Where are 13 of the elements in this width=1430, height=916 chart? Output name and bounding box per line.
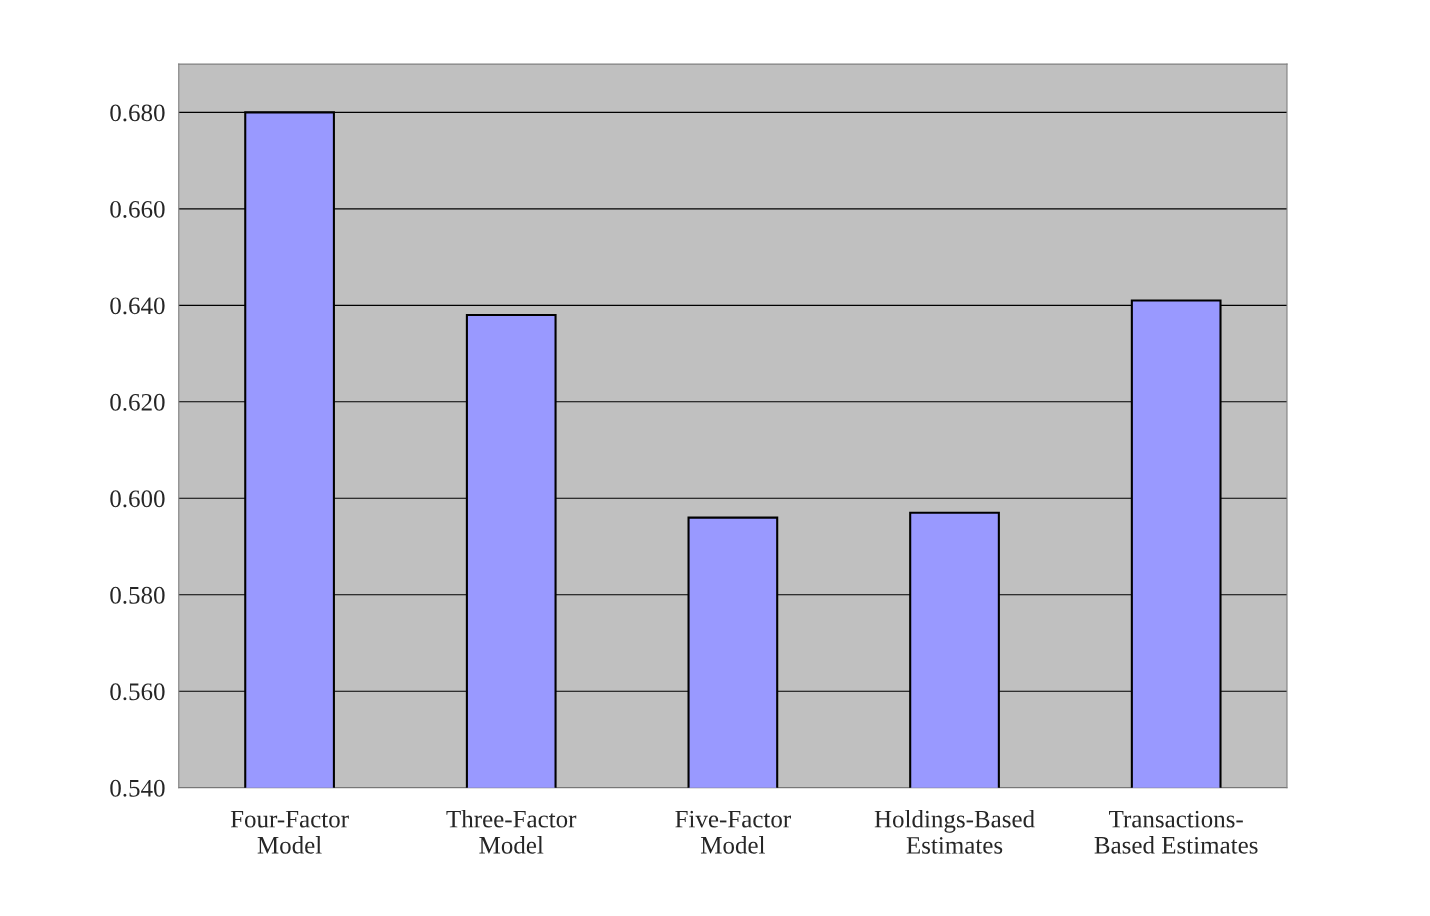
x-tick-label: Five-Factor Model — [675, 810, 791, 854]
y-tick-label: 0.620 — [110, 393, 165, 411]
y-tick-label: 0.640 — [110, 297, 165, 315]
y-tick-label: 0.680 — [110, 104, 165, 122]
y-tick-label: 0.660 — [110, 200, 165, 218]
x-tick-label: Four-Factor Model — [230, 810, 349, 854]
x-tick-label: Transactions- Based Estimates — [1094, 810, 1258, 854]
y-tick-label: 0.560 — [110, 683, 165, 701]
x-tick-label: Three-Factor Model — [446, 809, 577, 854]
y-tick-label: 0.600 — [110, 490, 165, 508]
y-tick-label: 0.580 — [110, 586, 165, 604]
y-tick-label: 0.540 — [110, 779, 165, 797]
x-tick-label: Holdings-Based Estimates — [874, 809, 1035, 854]
